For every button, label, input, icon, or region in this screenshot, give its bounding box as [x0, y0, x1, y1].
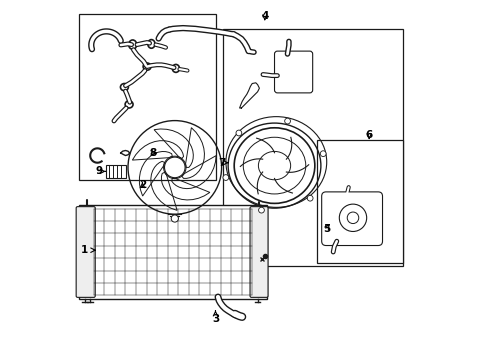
Circle shape — [307, 195, 313, 201]
Bar — [106, 165, 126, 178]
Bar — [79, 14, 216, 180]
Circle shape — [320, 151, 326, 157]
Text: 3: 3 — [212, 311, 219, 324]
FancyBboxPatch shape — [274, 51, 313, 93]
Bar — [223, 29, 403, 266]
Text: 2: 2 — [139, 180, 146, 190]
Circle shape — [259, 207, 265, 213]
Text: 6: 6 — [366, 130, 373, 140]
Circle shape — [285, 118, 291, 124]
FancyBboxPatch shape — [250, 207, 268, 297]
Polygon shape — [240, 83, 259, 108]
Circle shape — [347, 212, 359, 224]
Circle shape — [165, 157, 185, 178]
FancyBboxPatch shape — [321, 192, 383, 246]
Text: 1: 1 — [81, 245, 95, 255]
Circle shape — [223, 175, 229, 180]
Bar — [79, 205, 267, 299]
Text: 5: 5 — [323, 224, 330, 234]
Text: 9: 9 — [96, 166, 105, 176]
Text: 8: 8 — [149, 148, 157, 158]
Circle shape — [236, 130, 242, 136]
Text: 4: 4 — [261, 11, 269, 21]
Text: 7: 7 — [218, 158, 228, 168]
Circle shape — [171, 215, 178, 222]
Bar — [317, 140, 403, 263]
FancyBboxPatch shape — [76, 207, 95, 297]
